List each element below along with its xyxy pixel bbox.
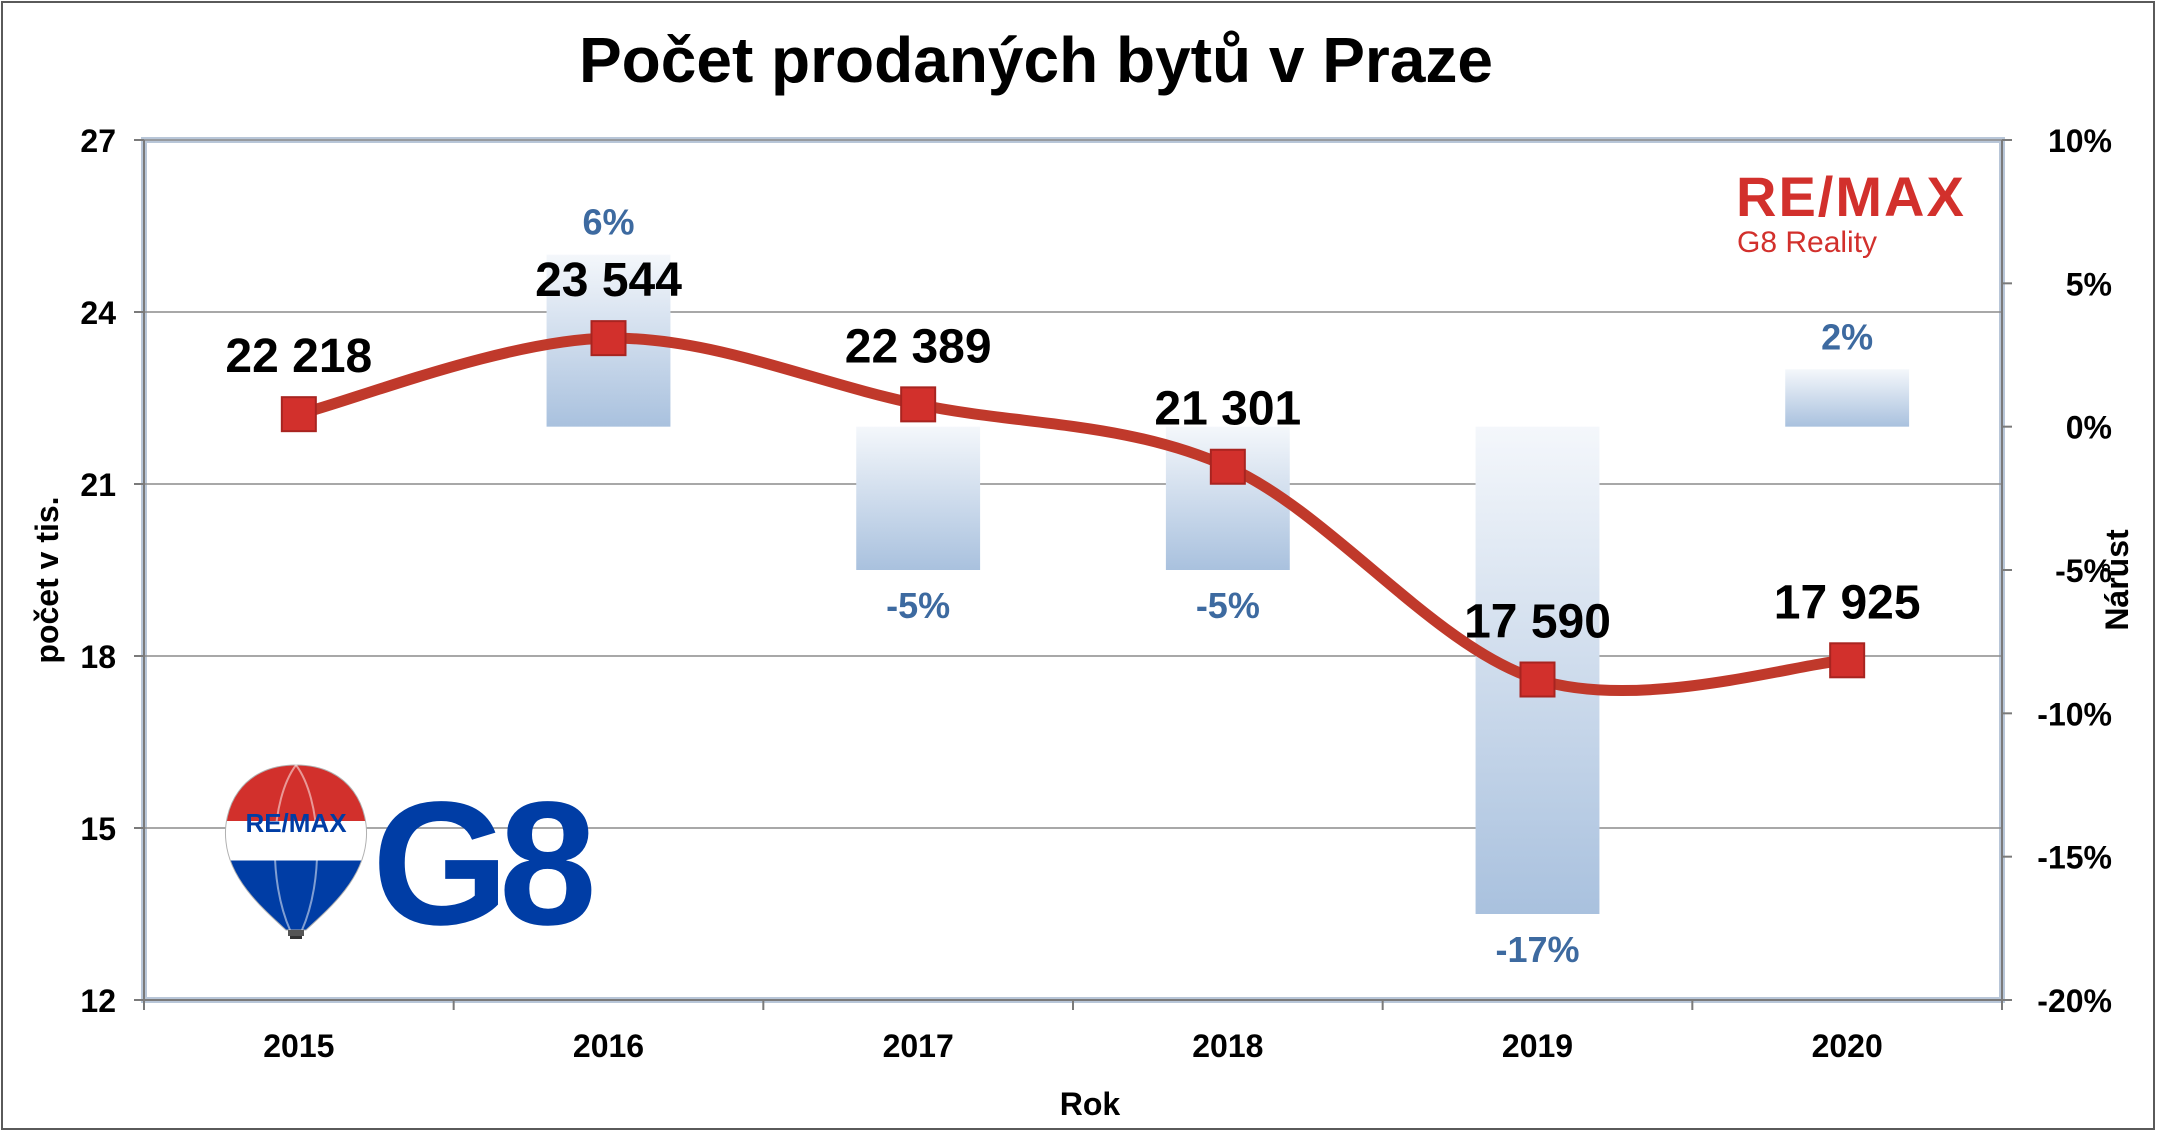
value-label-2018: 21 301 xyxy=(1154,383,1301,436)
marker-2019 xyxy=(1519,661,1556,698)
x-tick-label-2016: 2016 xyxy=(573,1028,644,1064)
right-tick-label: -15% xyxy=(2037,840,2112,876)
right-tick-label: -10% xyxy=(2037,696,2112,732)
marker-2017 xyxy=(900,386,937,423)
marker-2020 xyxy=(1829,642,1866,679)
x-tick-label-2020: 2020 xyxy=(1812,1028,1883,1064)
y-axis-title: počet v tis. xyxy=(29,496,65,663)
pct-label-2017: -5% xyxy=(886,585,950,626)
pct-label-2016: 6% xyxy=(582,202,634,243)
balloon-remax-text: RE/MAX xyxy=(245,808,347,838)
remax-logo-text: RE/MAX xyxy=(1736,165,1966,228)
x-tick-label-2019: 2019 xyxy=(1502,1028,1573,1064)
value-label-2020: 17 925 xyxy=(1774,576,1921,629)
left-tick-label: 21 xyxy=(80,467,116,503)
pct-label-2019: -17% xyxy=(1495,929,1579,970)
y2-axis-title: Nárůst xyxy=(2099,529,2135,631)
left-tick-label: 12 xyxy=(80,983,116,1019)
remax-logo-subtitle: G8 Reality xyxy=(1737,226,1877,259)
remax-logo-top-right: RE/MAX G8 Reality xyxy=(1736,165,1966,259)
pct-label-2018: -5% xyxy=(1196,585,1260,626)
value-label-2015: 22 218 xyxy=(225,330,372,383)
value-label-2019: 17 590 xyxy=(1464,596,1611,649)
series-line xyxy=(293,332,1853,696)
left-tick-label: 27 xyxy=(80,123,116,159)
marker-2016 xyxy=(590,320,627,357)
right-tick-label: 10% xyxy=(2048,123,2112,159)
right-tick-label: 0% xyxy=(2066,410,2112,446)
pct-label-2020: 2% xyxy=(1821,316,1873,357)
value-label-2017: 22 389 xyxy=(845,320,992,373)
marker-2018 xyxy=(1209,448,1246,485)
right-tick-label: 5% xyxy=(2066,266,2112,302)
bar-2020 xyxy=(1785,369,1910,427)
right-tick-label: -20% xyxy=(2037,983,2112,1019)
bar-2017 xyxy=(856,426,981,570)
marker-2015 xyxy=(280,396,317,433)
x-tick-label-2015: 2015 xyxy=(263,1028,334,1064)
value-label-2016: 23 544 xyxy=(535,254,682,307)
remax-balloon-icon: RE/MAX xyxy=(224,764,368,939)
x-axis-title: Rok xyxy=(1060,1086,1121,1122)
x-tick-label-2018: 2018 xyxy=(1192,1028,1263,1064)
plot-area xyxy=(141,137,2005,1003)
left-tick-label: 18 xyxy=(80,639,116,675)
x-tick-label-2017: 2017 xyxy=(883,1028,954,1064)
left-tick-label: 24 xyxy=(80,295,116,331)
left-tick-label: 15 xyxy=(80,811,116,847)
chart-title: Počet prodaných bytů v Praze xyxy=(579,24,1493,96)
g8-logo-text: G8 xyxy=(372,766,592,962)
right-tick-label: -5% xyxy=(2055,553,2112,589)
